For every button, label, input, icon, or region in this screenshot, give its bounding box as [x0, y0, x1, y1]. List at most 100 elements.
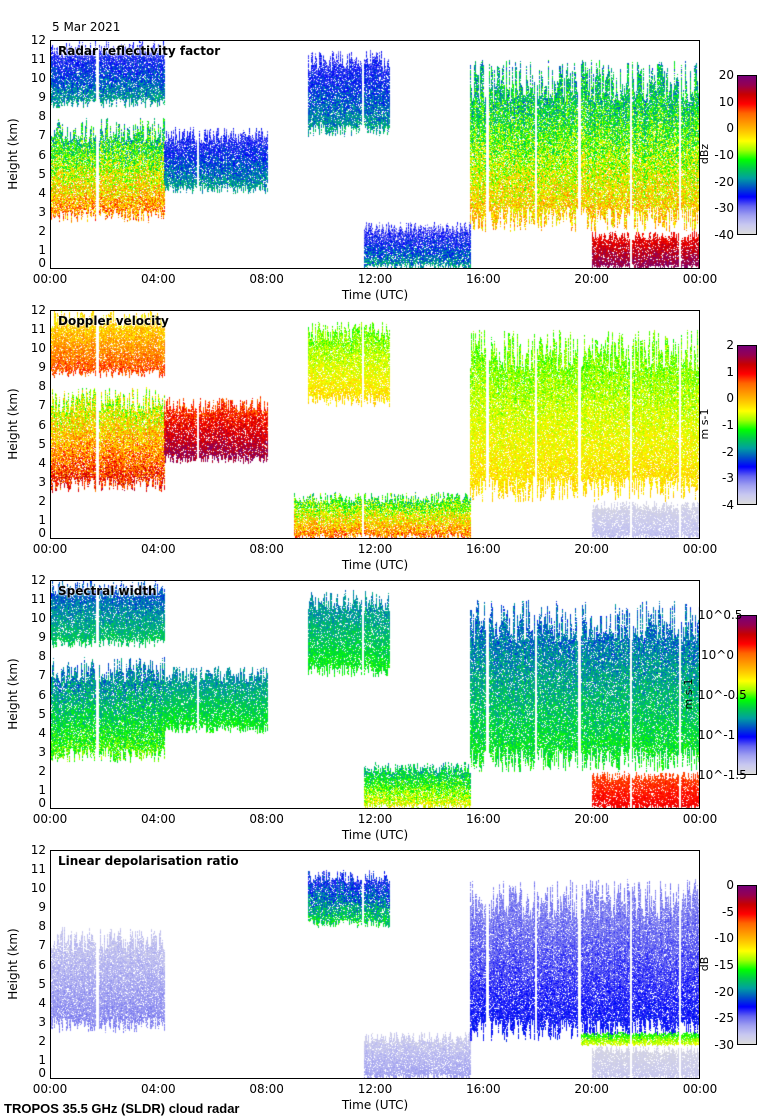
colorbar-tick-label: 20 [718, 68, 734, 82]
x-tick-label: 00:00 [682, 272, 718, 286]
y-tick-label: 1 [38, 782, 46, 797]
y-tick-label: 0 [38, 1066, 46, 1080]
x-tick-label: 08:00 [249, 272, 284, 286]
x-tick-label: 00:00 [32, 812, 68, 826]
y-tick-label: 9 [38, 900, 46, 915]
x-tick-label: 12:00 [357, 812, 393, 826]
heatmap-plot: Doppler velocity [50, 310, 700, 539]
x-tick-label: 08:00 [249, 1082, 284, 1096]
colorbar-tick-label: 1 [726, 364, 734, 379]
y-tick-label: 3 [38, 1014, 46, 1029]
heatmap-canvas [51, 41, 699, 268]
colorbar-tick-label: -25 [714, 1011, 734, 1026]
x-tick-label: 00:00 [32, 272, 68, 286]
x-tick-label: 00:00 [32, 1082, 68, 1096]
x-tick-label: 08:00 [249, 812, 284, 826]
x-tick-label: 16:00 [466, 1082, 501, 1096]
y-tick-label: 12 [30, 573, 46, 587]
y-tick-label: 11 [30, 862, 46, 877]
y-tick-label: 5 [38, 166, 46, 181]
y-tick-label: 2 [38, 763, 46, 778]
colorbar [737, 885, 757, 1045]
x-tick-label: 00:00 [32, 542, 68, 556]
panel-title: Radar reflectivity factor [58, 44, 221, 58]
y-tick-label: 1 [38, 242, 46, 257]
colorbar-tick-label: -10 [714, 931, 734, 946]
colorbar [737, 345, 757, 505]
y-tick-label: 4 [38, 725, 46, 740]
colorbar-tick-label: -5 [722, 904, 734, 919]
x-tick-label: 16:00 [466, 542, 501, 556]
y-tick-label: 11 [30, 592, 46, 607]
x-tick-label: 04:00 [141, 272, 176, 286]
y-tick-label: 10 [30, 881, 46, 896]
y-tick-label: 2 [38, 223, 46, 238]
y-tick-label: 12 [30, 843, 46, 857]
panel-0: 0 1 2 3 4 5 6 7 8 9 10 11 12 00:00 04:00 08:00 12:00 16:0… [0, 33, 780, 310]
x-tick-label: 04:00 [141, 812, 176, 826]
y-axis-label: Height (km) [6, 658, 20, 730]
colorbar-tick-label: 10^-1.5 [698, 768, 747, 782]
x-tick-label: 04:00 [141, 1082, 176, 1096]
x-tick-label: 20:00 [574, 272, 609, 286]
x-tick-label: 16:00 [466, 812, 501, 826]
colorbar-tick-label: -20 [714, 984, 734, 999]
y-tick-label: 1 [38, 1052, 46, 1067]
panel-2: 0 1 2 3 4 5 6 7 8 9 10 11 12 00:00 04:00 08:00 12:00 16:0… [0, 573, 780, 850]
x-tick-label: 12:00 [357, 272, 393, 286]
colorbar-tick-label: 0 [726, 391, 734, 406]
colorbar-tick-label: -3 [722, 471, 734, 486]
x-tick-label: 04:00 [141, 542, 176, 556]
y-tick-label: 2 [38, 1033, 46, 1048]
y-tick-label: 7 [38, 128, 46, 143]
colorbar [737, 75, 757, 235]
x-tick-label: 16:00 [466, 272, 501, 286]
y-axis-label: Height (km) [6, 118, 20, 190]
heatmap-plot: Radar reflectivity factor [50, 40, 700, 269]
y-tick-label: 10 [30, 341, 46, 356]
colorbar-tick-label: -10 [714, 148, 734, 162]
x-axis-label: Time (UTC) [341, 828, 409, 842]
y-tick-label: 5 [38, 436, 46, 451]
colorbar-tick-label: 10^-1 [698, 728, 736, 742]
x-axis-label: Time (UTC) [341, 288, 409, 302]
x-tick-label: 12:00 [357, 1082, 393, 1096]
y-tick-label: 8 [38, 919, 46, 934]
panel-3: 0 1 2 3 4 5 6 7 8 9 10 11 12 00:00 04:00 08:00 12:00 16:0… [0, 843, 780, 1120]
panel-title: Spectral width [58, 584, 157, 598]
y-tick-label: 4 [38, 455, 46, 470]
y-tick-label: 12 [30, 303, 46, 317]
y-axis-label: Height (km) [6, 388, 20, 460]
y-tick-label: 10 [30, 71, 46, 86]
colorbar-label: m s-1 [698, 408, 711, 440]
colorbar-tick-label: -4 [722, 498, 734, 512]
x-axis-label: Time (UTC) [341, 558, 409, 572]
colorbar-tick-label: 2 [726, 338, 734, 352]
y-tick-label: 3 [38, 204, 46, 219]
colorbar-tick-label: 10^-0.5 [698, 688, 747, 702]
x-tick-label: 20:00 [574, 812, 609, 826]
y-tick-label: 8 [38, 109, 46, 124]
y-tick-label: 0 [38, 796, 46, 810]
colorbar-tick-label: 0 [726, 878, 734, 892]
y-tick-label: 9 [38, 630, 46, 645]
y-tick-label: 8 [38, 649, 46, 664]
colorbar-label: dB [698, 956, 711, 972]
y-axis-label: Height (km) [6, 928, 20, 1000]
y-tick-label: 3 [38, 474, 46, 489]
y-tick-label: 3 [38, 744, 46, 759]
heatmap-canvas [51, 851, 699, 1078]
y-tick-label: 4 [38, 185, 46, 200]
y-tick-label: 7 [38, 668, 46, 683]
colorbar [737, 615, 757, 775]
colorbar-tick-label: 0 [726, 121, 734, 136]
y-tick-label: 5 [38, 976, 46, 991]
x-tick-label: 00:00 [682, 812, 718, 826]
y-tick-label: 6 [38, 957, 46, 972]
y-tick-label: 7 [38, 938, 46, 953]
y-tick-label: 9 [38, 360, 46, 375]
y-tick-label: 6 [38, 147, 46, 162]
y-tick-label: 8 [38, 379, 46, 394]
colorbar-tick-label: -2 [722, 444, 734, 459]
colorbar-tick-label: 10^0 [701, 648, 734, 662]
